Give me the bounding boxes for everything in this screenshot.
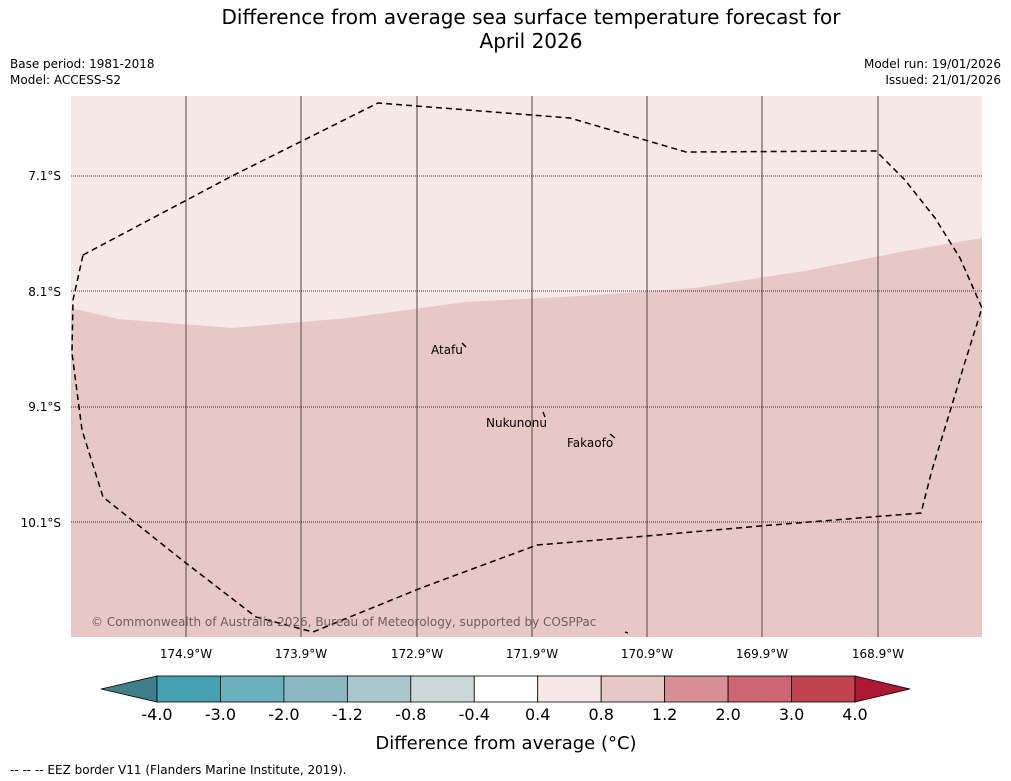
colorbar-swatch: [283, 675, 348, 703]
base-period: Base period: 1981-2018: [10, 57, 155, 71]
colorbar-swatch: [791, 675, 856, 703]
colorbar-tick-label: -4.0: [141, 705, 172, 724]
eez-border: [71, 102, 982, 633]
colorbar-extension-high: [854, 675, 911, 703]
islet-marker: [624, 631, 629, 634]
model-run: Model run: 19/01/2026: [863, 57, 1001, 71]
title-line-2: April 2026: [479, 29, 583, 53]
colorbar-tick-label: -3.0: [205, 705, 236, 724]
colorbar: [100, 675, 911, 703]
colorbar-tick-label: 3.0: [779, 705, 804, 724]
colorbar-swatch: [664, 675, 729, 703]
colorbar-tick-label: -1.2: [332, 705, 363, 724]
lon-label: 169.9°W: [736, 647, 788, 661]
place-label-nukunonu: Nukunonu: [486, 416, 547, 430]
model-name: Model: ACCESS-S2: [10, 73, 122, 87]
lat-label: 10.1°S: [21, 516, 61, 530]
colorbar-swatch: [537, 675, 602, 703]
colorbar-tick-label: -0.4: [459, 705, 490, 724]
nukunonu-atoll: [542, 411, 546, 418]
island-outlines: [461, 342, 629, 634]
longitude-labels: 174.9°W 173.9°W 172.9°W 171.9°W 170.9°W …: [160, 647, 904, 661]
colorbar-swatch: [220, 675, 285, 703]
colorbar-tick-label: 0.4: [525, 705, 550, 724]
lat-label: 8.1°S: [28, 285, 61, 299]
colorbar-tick-label: 4.0: [842, 705, 867, 724]
title-line-1: Difference from average sea surface temp…: [221, 5, 841, 29]
copyright-credit: © Commonwealth of Australia 2026, Bureau…: [91, 615, 596, 629]
lon-label: 168.9°W: [852, 647, 904, 661]
colorbar-swatch: [156, 675, 221, 703]
colorbar-swatch: [727, 675, 792, 703]
colorbar-tick-label: 2.0: [715, 705, 740, 724]
chart-title: Difference from average sea surface temp…: [0, 5, 1011, 53]
eez-legend-footer: -- -- -- EEZ border V11 (Flanders Marine…: [10, 763, 347, 777]
colorbar-swatch: [346, 675, 412, 703]
colorbar-extension-low: [100, 675, 158, 703]
colorbar-labels: -4.0 -3.0 -2.0 -1.2 -0.8 -0.4 0.4 0.8 1.2 2.0 3.0 4…: [141, 705, 867, 724]
meta-right: Model run: 19/01/2026 Issued: 21/01/2026: [864, 56, 1001, 88]
place-label-fakaofo: Fakaofo: [567, 436, 613, 450]
colorbar-swatch: [473, 675, 539, 703]
issued-date: Issued: 21/01/2026: [885, 73, 1001, 87]
lat-label: 7.1°S: [28, 169, 61, 183]
colorbar-tick-label: -2.0: [268, 705, 299, 724]
lat-label: 9.1°S: [28, 400, 61, 414]
place-label-atafu: Atafu: [431, 343, 463, 357]
colorbar-swatch: [410, 675, 475, 703]
lon-label: 174.9°W: [160, 647, 212, 661]
fakaofo-atoll: [609, 433, 616, 439]
latitude-labels: 7.1°S 8.1°S 9.1°S 10.1°S: [21, 169, 61, 530]
colorbar-swatch: [600, 675, 666, 703]
anomaly-region-lower: [71, 238, 982, 637]
map-panel: Atafu Nukunonu Fakaofo © Commonwealth of…: [71, 96, 982, 637]
lon-label: 172.9°W: [391, 647, 443, 661]
colorbar-tick-label: 0.8: [588, 705, 613, 724]
lon-label: 171.9°W: [506, 647, 558, 661]
meta-left: Base period: 1981-2018 Model: ACCESS-S2: [10, 56, 155, 88]
colorbar-title: Difference from average (°C): [375, 733, 636, 754]
lon-label: 170.9°W: [621, 647, 673, 661]
colorbar-tick-label: -0.8: [395, 705, 426, 724]
lon-label: 173.9°W: [275, 647, 327, 661]
colorbar-tick-label: 1.2: [652, 705, 677, 724]
atafu-atoll: [461, 342, 467, 348]
